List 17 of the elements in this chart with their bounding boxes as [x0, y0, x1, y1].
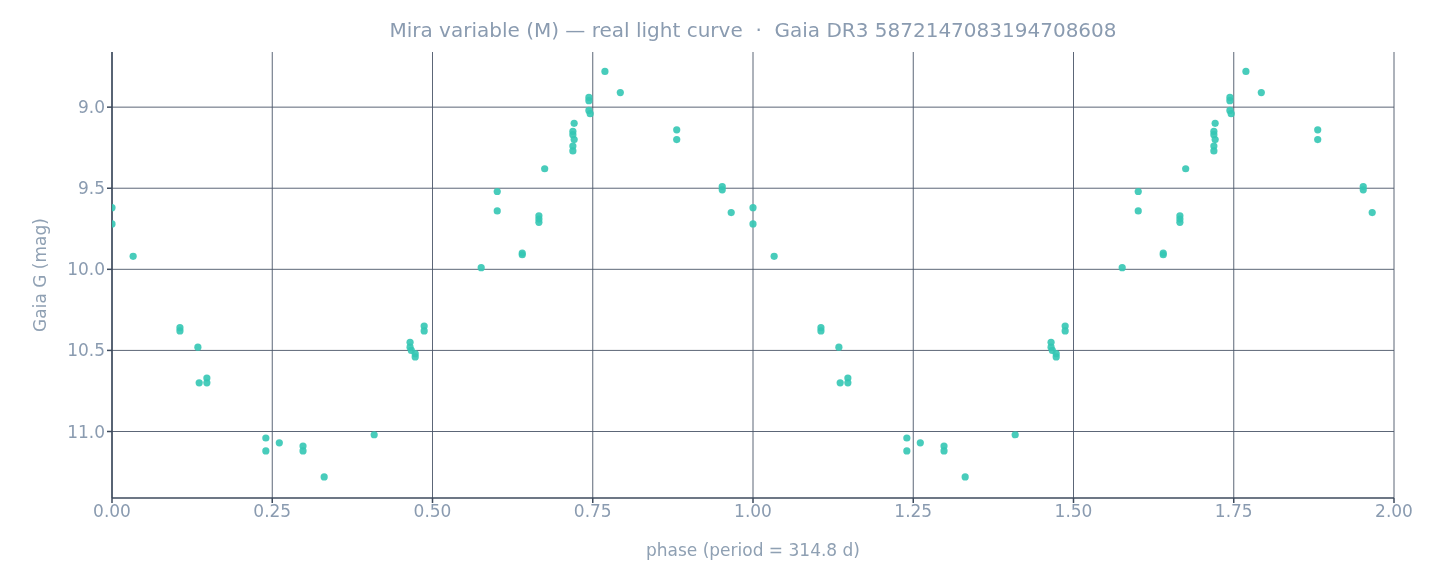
x-tick-label: 1.75 [1214, 501, 1253, 522]
y-tick-label: 9.0 [77, 97, 105, 118]
x-tick-label: 0.25 [253, 501, 292, 522]
y-tick-label: 11.0 [67, 421, 105, 442]
x-tick-label: 1.00 [734, 501, 772, 522]
x-tick-label: 0.00 [93, 501, 131, 522]
x-tick-label: 0.50 [413, 501, 452, 522]
y-tick-label: 9.5 [77, 178, 105, 199]
y-tick-label: 10.5 [67, 340, 105, 361]
x-tick-label: 0.75 [573, 501, 612, 522]
chart-title: Mira variable (M) — real light curve · Gaia DR3 5872147083194708608 [388, 18, 1118, 42]
y-tick-label: 10.0 [67, 259, 105, 280]
x-tick-label: 1.25 [894, 501, 933, 522]
x-tick-label: 2.00 [1375, 501, 1413, 522]
y-axis-title: Gaia G (mag) [30, 218, 51, 332]
x-axis-title: phase (period = 314.8 d) [645, 540, 861, 560]
x-tick-label: 1.50 [1054, 501, 1093, 522]
